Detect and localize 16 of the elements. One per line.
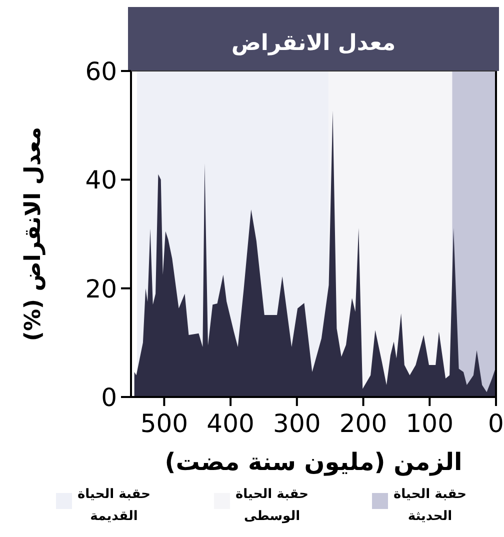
x-tick-label: 100 [406,409,454,438]
legend-label: حقبة الحياة القديمة [77,487,151,524]
x-tick-label: 0 [488,409,504,438]
x-tick-label: 400 [206,409,254,438]
x-tick-label: 300 [273,409,321,438]
y-axis-title: معدل الانقراض (%) [21,126,46,342]
y-tick-label: 20 [85,274,117,304]
x-axis-title: الزمن (مليون سنة مضت) [164,448,462,476]
x-tick-label: 200 [339,409,388,438]
y-tick-label: 60 [85,57,117,86]
legend-label: حقبة الحياة الحديثة [393,487,467,524]
x-tick-label: 500 [140,409,188,438]
y-tick-label: 0 [101,383,117,412]
chart-title: معدل الانقراض [231,31,396,56]
legend-label: حقبة الحياة الوسطى [235,487,309,524]
y-tick-label: 40 [85,166,117,195]
